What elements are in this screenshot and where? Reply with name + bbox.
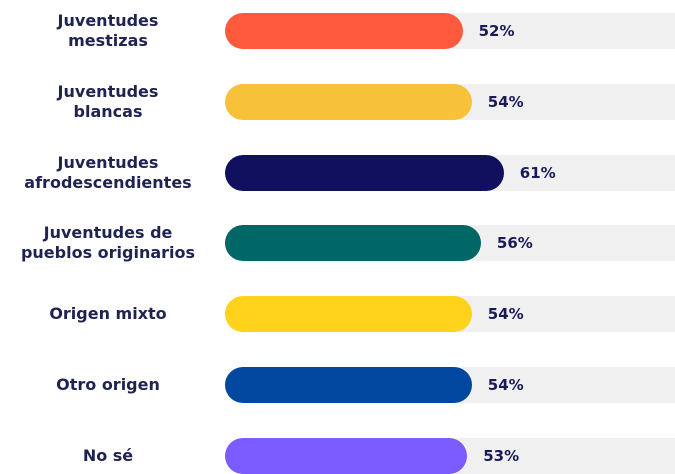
bar xyxy=(225,13,463,49)
value-label: 61% xyxy=(519,163,556,182)
category-label: Juventudes blancas xyxy=(57,81,159,121)
value-label: 56% xyxy=(496,234,533,253)
bar xyxy=(225,83,472,120)
category-label: No sé xyxy=(82,445,134,465)
category-label: Otro origen xyxy=(56,375,160,394)
category-label: Juventudes afrodescendientes xyxy=(24,152,192,192)
bar xyxy=(225,437,468,474)
bar xyxy=(225,225,481,262)
value-label: 52% xyxy=(478,22,515,40)
category-label: Origen mixto xyxy=(49,304,167,324)
bar xyxy=(225,296,472,333)
value-label: 54% xyxy=(487,376,524,394)
bar xyxy=(225,367,472,403)
value-label: 53% xyxy=(483,446,520,465)
category-label: Juventudes mestizas xyxy=(57,11,159,50)
category-label: Juventudes de pueblos originarios xyxy=(20,223,196,263)
bar xyxy=(225,154,504,191)
value-label: 54% xyxy=(487,305,524,324)
value-label: 54% xyxy=(487,92,524,111)
